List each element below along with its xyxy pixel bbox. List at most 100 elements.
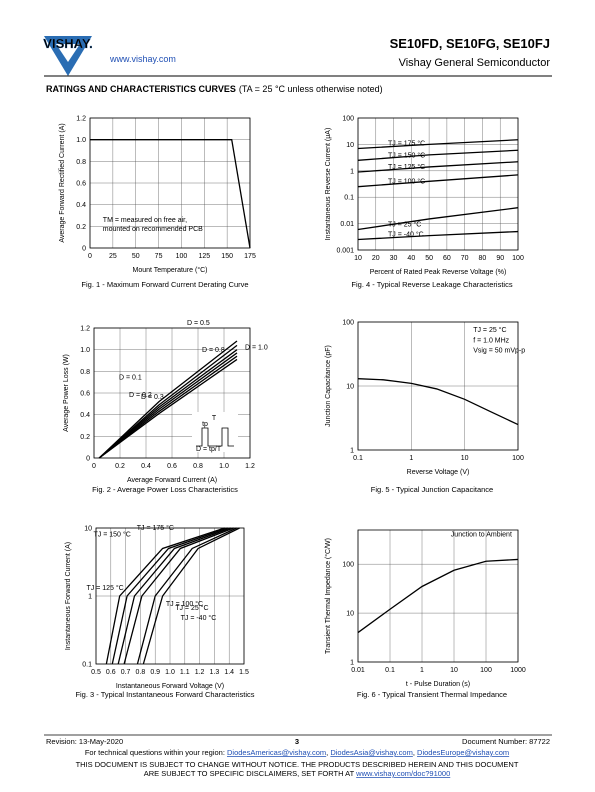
y-tick-label: 1.2 [76, 116, 86, 123]
series-line [357, 139, 519, 150]
x-tick-label: 1.2 [195, 669, 205, 676]
series-label: D = 0.5 [187, 320, 210, 327]
y-tick-label: 0.6 [76, 181, 86, 188]
annotation: f = 1.0 MHz [473, 337, 509, 344]
x-axis-label: Percent of Rated Peak Reverse Voltage (%… [370, 269, 507, 276]
figure-caption: Fig. 3 - Typical Instantaneous Forward C… [75, 690, 254, 699]
x-axis-label: t - Pulse Duration (s) [406, 681, 470, 688]
series-line [357, 149, 519, 161]
x-tick-label: 0.01 [351, 667, 365, 674]
email[interactable]: DiodesAsia@vishay.com [330, 748, 413, 757]
x-tick-label: 10 [461, 455, 469, 462]
y-tick-label: 1 [350, 448, 354, 455]
series-label: TJ = 175 °C [137, 524, 174, 532]
y-axis-label: Average Power Loss (W) [63, 354, 70, 432]
series-line [357, 161, 519, 173]
inset-label: tp [202, 421, 208, 428]
x-tick-label: 1 [420, 667, 424, 674]
x-tick-label: 20 [372, 255, 380, 262]
series-line [98, 340, 238, 459]
plot-frame [89, 117, 251, 249]
page-number: 3 [295, 737, 299, 746]
y-axis-label: Instantaneous Reverse Current (μA) [325, 128, 332, 241]
annotation: TM = measured on free air, [103, 217, 187, 224]
plot-frame [357, 529, 519, 663]
y-axis-label: Junction Capacitance (pF) [325, 345, 332, 427]
y-tick-label: 0.01 [340, 221, 354, 228]
x-axis-label: Mount Temperature (°C) [132, 266, 207, 274]
x-tick-label: 0.4 [141, 463, 151, 470]
y-tick-label: 0.2 [80, 434, 90, 441]
x-tick-label: 100 [512, 255, 524, 262]
x-tick-label: 0 [92, 463, 96, 470]
section-heading: RATINGS AND CHARACTERISTICS CURVES (TA = … [46, 84, 383, 94]
pulse-shape [196, 427, 234, 447]
figure-caption: Fig. 1 - Maximum Forward Current Deratin… [81, 280, 248, 289]
plot-frame [357, 321, 519, 451]
series-line [105, 527, 225, 665]
figure-caption: Fig. 2 - Average Power Loss Characterist… [92, 485, 238, 494]
y-tick-label: 1.0 [76, 137, 86, 144]
contact-prefix: For technical questions within your regi… [85, 748, 227, 757]
x-tick-label: 10 [450, 667, 458, 674]
y-tick-label: 0.2 [76, 224, 86, 231]
y-tick-label: 10 [346, 142, 354, 149]
series-label: TJ = 150 °C [388, 151, 425, 159]
series-line [142, 527, 240, 665]
y-axis-label: Transient Thermal Impedance (°C/W) [324, 538, 332, 654]
y-tick-label: 10 [84, 526, 92, 533]
x-tick-label: 0.1 [385, 667, 395, 674]
x-tick-label: 25 [109, 253, 117, 260]
x-tick-label: 100 [480, 667, 492, 674]
section-note: (TA = 25 °C unless otherwise noted) [239, 84, 383, 94]
x-tick-label: 40 [407, 255, 415, 262]
y-tick-label: 0.8 [80, 369, 90, 376]
disclaimer: ARE SUBJECT TO SPECIFIC DISCLAIMERS, SET… [144, 769, 451, 778]
separator: , [413, 748, 417, 757]
disclaimer-link[interactable]: www.vishay.com/doc?91000 [355, 769, 450, 778]
contact-line: For technical questions within your regi… [85, 748, 509, 757]
y-tick-label: 1.2 [80, 326, 90, 333]
doc-subtitle: Vishay General Semiconductor [399, 57, 551, 69]
revision: Revision: 13-May-2020 [46, 737, 123, 746]
series-line [357, 174, 519, 188]
email[interactable]: DiodesEurope@vishay.com [417, 748, 509, 757]
x-tick-label: 125 [198, 253, 210, 260]
annotation: Vsig = 50 mVp-p [473, 348, 525, 355]
url[interactable]: www.vishay.com [109, 54, 176, 64]
x-tick-label: 30 [390, 255, 398, 262]
figure-caption: Fig. 4 - Typical Reverse Leakage Charact… [351, 280, 512, 289]
series-line [357, 230, 519, 241]
x-tick-label: 0.7 [121, 669, 131, 676]
x-tick-label: 1.1 [180, 669, 190, 676]
x-tick-label: 10 [354, 255, 362, 262]
x-tick-label: 1.3 [210, 669, 220, 676]
series-line [123, 527, 234, 665]
x-tick-label: 75 [155, 253, 163, 260]
y-tick-label: 0 [82, 246, 86, 253]
disclaimer-text: ARE SUBJECT TO SPECIFIC DISCLAIMERS, SET… [144, 769, 356, 778]
x-axis-label: Instantaneous Forward Voltage (V) [116, 683, 224, 690]
series-label: TJ = -40 °C [181, 614, 217, 622]
series-label: TJ = 150 °C [94, 530, 131, 538]
y-tick-label: 10 [346, 384, 354, 391]
x-tick-label: 50 [425, 255, 433, 262]
separator: , [326, 748, 330, 757]
series-label: TJ = 25 °C [175, 604, 208, 612]
plot-frame [93, 327, 251, 459]
y-tick-label: 0.4 [80, 412, 90, 419]
series-line [357, 378, 519, 426]
series-line [357, 558, 519, 634]
x-tick-label: 90 [496, 255, 504, 262]
email[interactable]: DiodesAmericas@vishay.com [227, 748, 326, 757]
x-tick-label: 0.8 [193, 463, 203, 470]
series-line [90, 139, 251, 249]
series-label: D = 0.3 [141, 394, 164, 401]
inset-box [192, 412, 238, 452]
series-label: TJ = 125 °C [86, 584, 123, 592]
x-axis-label: Average Forward Current (A) [127, 477, 217, 484]
series-line [117, 527, 231, 665]
y-tick-label: 0 [86, 456, 90, 463]
series-label: D = 1.0 [245, 344, 268, 351]
series-label: TJ = 175 °C [388, 139, 425, 147]
